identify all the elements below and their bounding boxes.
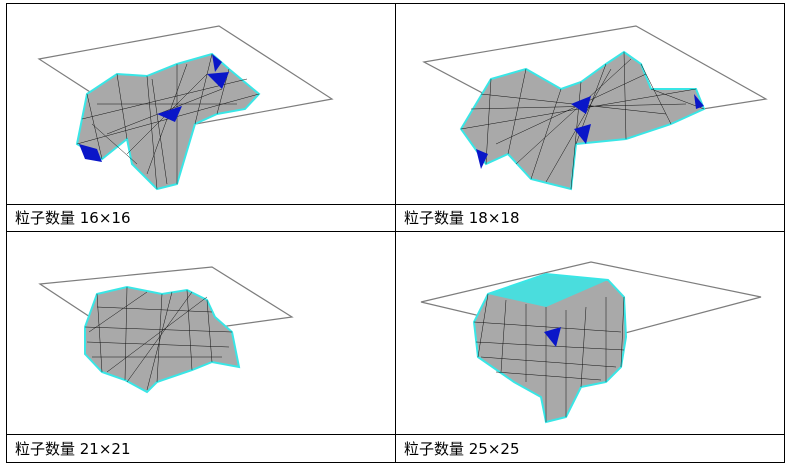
row-divider	[7, 204, 784, 205]
panel-caption: 粒子数量 18×18	[404, 209, 520, 227]
cloth-sim-image-18x18	[396, 4, 784, 204]
cloth-sim-image-16x16	[7, 4, 395, 204]
cloth-mesh	[472, 272, 628, 424]
panel-caption: 粒子数量 16×16	[15, 209, 131, 227]
cloth-sim-image-21x21	[7, 232, 395, 434]
cloth-mesh	[75, 52, 261, 191]
row-divider	[7, 231, 784, 232]
row-divider	[7, 434, 784, 435]
cloth-sim-image-25x25	[396, 232, 784, 434]
cloth-mesh	[84, 285, 241, 394]
panel-caption: 粒子数量 25×25	[404, 440, 520, 458]
panel-caption: 粒子数量 21×21	[15, 440, 131, 458]
column-divider	[395, 4, 396, 462]
cloth-mesh	[459, 50, 706, 191]
figure-table: 粒子数量 16×16 粒子数量 18×18 粒子数量 21×21 粒子数量 25…	[6, 3, 785, 463]
